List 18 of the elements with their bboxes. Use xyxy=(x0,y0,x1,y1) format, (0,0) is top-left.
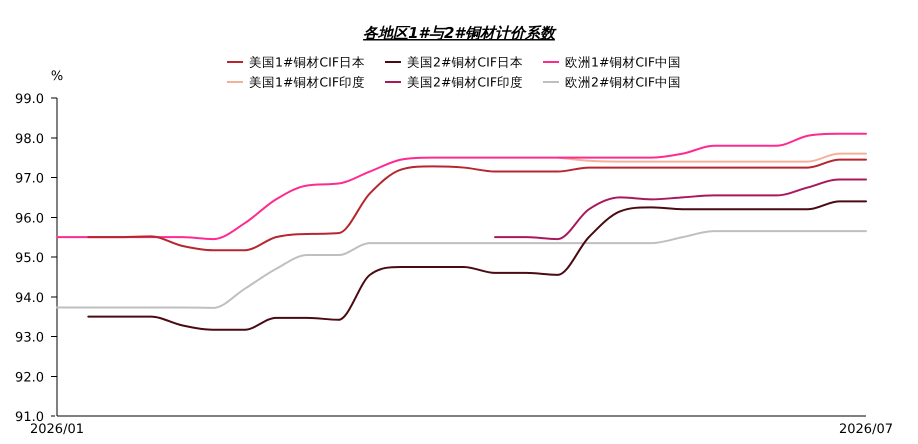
chart-title: 各地区1#与2#铜材计价系数 xyxy=(363,24,557,42)
legend-label: 美国1#铜材CIF印度 xyxy=(249,74,366,90)
legend-label: 美国2#铜材CIF印度 xyxy=(407,74,524,90)
x-tick-label: 2026/07 xyxy=(838,422,894,437)
y-tick-label: 97.0 xyxy=(15,172,44,186)
y-tick-label: 92.0 xyxy=(15,370,44,386)
y-tick-label: 95.0 xyxy=(15,251,44,266)
y-tick-label: 98.0 xyxy=(15,132,44,147)
legend-label: 欧洲1#铜材CIF中国 xyxy=(565,54,682,70)
y-axis-title: % xyxy=(50,69,64,84)
y-tick-label: 99.0 xyxy=(15,92,44,107)
legend-label: 美国2#铜材CIF日本 xyxy=(407,54,524,70)
y-tick-label: 93.0 xyxy=(15,330,44,346)
legend-label: 美国1#铜材CIF日本 xyxy=(249,54,366,70)
y-tick-label: 96.0 xyxy=(15,211,44,226)
y-tick-label: 94.0 xyxy=(15,290,44,306)
x-tick-label: 2026/01 xyxy=(30,422,84,437)
legend-label: 欧洲2#铜材CIF中国 xyxy=(565,74,682,90)
